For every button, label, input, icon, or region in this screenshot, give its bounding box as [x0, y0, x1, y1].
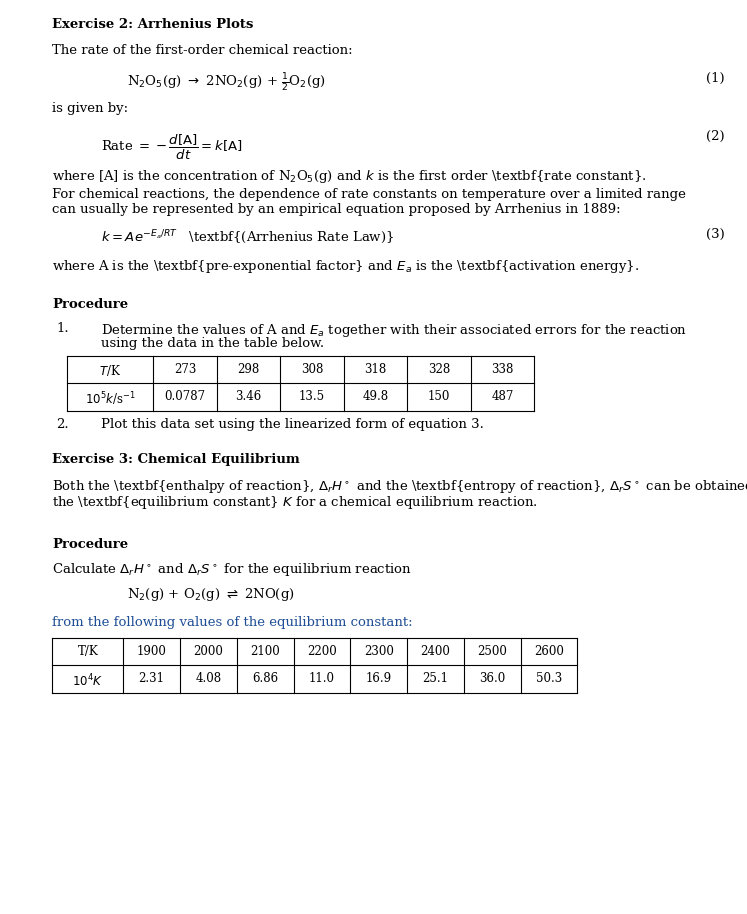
Text: 2.: 2. [56, 418, 69, 431]
Text: $T$/K: $T$/K [99, 363, 121, 377]
Text: Determine the values of A and $E_a$ together with their associated errors for th: Determine the values of A and $E_a$ toge… [101, 322, 687, 339]
Text: 2600: 2600 [534, 645, 564, 658]
Text: $k = Ae^{-E_a/RT}$   \textbf{(Arrhenius Rate Law)}: $k = Ae^{-E_a/RT}$ \textbf{(Arrhenius Ra… [101, 228, 394, 246]
Text: 308: 308 [301, 363, 323, 376]
Text: Rate $= -\dfrac{d[\mathrm{A}]}{dt} = k[\mathrm{A}]$: Rate $= -\dfrac{d[\mathrm{A}]}{dt} = k[\… [101, 133, 242, 162]
Text: 150: 150 [428, 390, 450, 403]
Text: 11.0: 11.0 [309, 673, 335, 686]
Text: (1): (1) [706, 72, 725, 85]
Text: 2200: 2200 [307, 645, 337, 658]
Text: 36.0: 36.0 [479, 673, 506, 686]
Text: from the following values of the equilibrium constant:: from the following values of the equilib… [52, 616, 413, 629]
Text: the \textbf{equilibrium constant} $K$ for a chemical equilibrium reaction.: the \textbf{equilibrium constant} $K$ fo… [52, 494, 538, 511]
Text: 2.31: 2.31 [139, 673, 164, 686]
Text: N$_2$O$_5$(g) $\rightarrow$ 2NO$_2$(g) + $\frac{1}{2}$O$_2$(g): N$_2$O$_5$(g) $\rightarrow$ 2NO$_2$(g) +… [127, 72, 326, 94]
Text: is given by:: is given by: [52, 102, 128, 115]
Text: 2400: 2400 [421, 645, 450, 658]
Text: 487: 487 [492, 390, 513, 403]
Text: 50.3: 50.3 [536, 673, 562, 686]
Text: 2500: 2500 [477, 645, 507, 658]
Text: 6.86: 6.86 [252, 673, 278, 686]
Text: 16.9: 16.9 [366, 673, 391, 686]
Text: 1900: 1900 [137, 645, 167, 658]
Text: where [A] is the concentration of N$_2$O$_5$(g) and $k$ is the first order \text: where [A] is the concentration of N$_2$O… [52, 168, 647, 185]
Text: N$_2$(g) + O$_2$(g) $\rightleftharpoons$ 2NO(g): N$_2$(g) + O$_2$(g) $\rightleftharpoons$… [127, 586, 295, 603]
Text: can usually be represented by an empirical equation proposed by Arrhenius in 188: can usually be represented by an empiric… [52, 203, 621, 216]
Text: T/K: T/K [78, 645, 98, 658]
Text: $10^5k$/s$^{-1}$: $10^5k$/s$^{-1}$ [84, 390, 136, 408]
Text: (2): (2) [706, 130, 725, 143]
Text: Procedure: Procedure [52, 298, 128, 311]
Text: Procedure: Procedure [52, 538, 128, 551]
Text: 318: 318 [365, 363, 386, 376]
Text: 25.1: 25.1 [423, 673, 448, 686]
Text: where A is the \textbf{pre-exponential factor} and $E_a$ is the \textbf{activati: where A is the \textbf{pre-exponential f… [52, 258, 639, 275]
Text: 2000: 2000 [193, 645, 223, 658]
Text: For chemical reactions, the dependence of rate constants on temperature over a l: For chemical reactions, the dependence o… [52, 188, 686, 201]
Text: $10^4K$: $10^4K$ [72, 673, 103, 689]
Text: 13.5: 13.5 [299, 390, 325, 403]
Text: 0.0787: 0.0787 [164, 390, 205, 403]
Text: 3.46: 3.46 [235, 390, 261, 403]
Text: 273: 273 [174, 363, 196, 376]
Text: Calculate $\Delta_rH^\circ$ and $\Delta_rS^\circ$ for the equilibrium reaction: Calculate $\Delta_rH^\circ$ and $\Delta_… [52, 561, 412, 578]
Text: Both the \textbf{enthalpy of reaction}, $\Delta_rH^\circ$ and the \textbf{entrop: Both the \textbf{enthalpy of reaction}, … [52, 478, 747, 495]
Text: 2100: 2100 [250, 645, 280, 658]
Text: (3): (3) [706, 228, 725, 241]
Text: 49.8: 49.8 [362, 390, 388, 403]
Text: 1.: 1. [56, 322, 69, 335]
Text: 4.08: 4.08 [196, 673, 221, 686]
Text: 328: 328 [428, 363, 450, 376]
Text: Plot this data set using the linearized form of equation 3.: Plot this data set using the linearized … [101, 418, 484, 431]
Text: 298: 298 [238, 363, 259, 376]
Text: The rate of the first-order chemical reaction:: The rate of the first-order chemical rea… [52, 44, 353, 57]
Text: 2300: 2300 [364, 645, 394, 658]
Text: Exercise 3: Chemical Equilibrium: Exercise 3: Chemical Equilibrium [52, 453, 300, 466]
Text: Exercise 2: Arrhenius Plots: Exercise 2: Arrhenius Plots [52, 18, 254, 31]
Text: 338: 338 [492, 363, 513, 376]
Text: using the data in the table below.: using the data in the table below. [101, 337, 324, 350]
